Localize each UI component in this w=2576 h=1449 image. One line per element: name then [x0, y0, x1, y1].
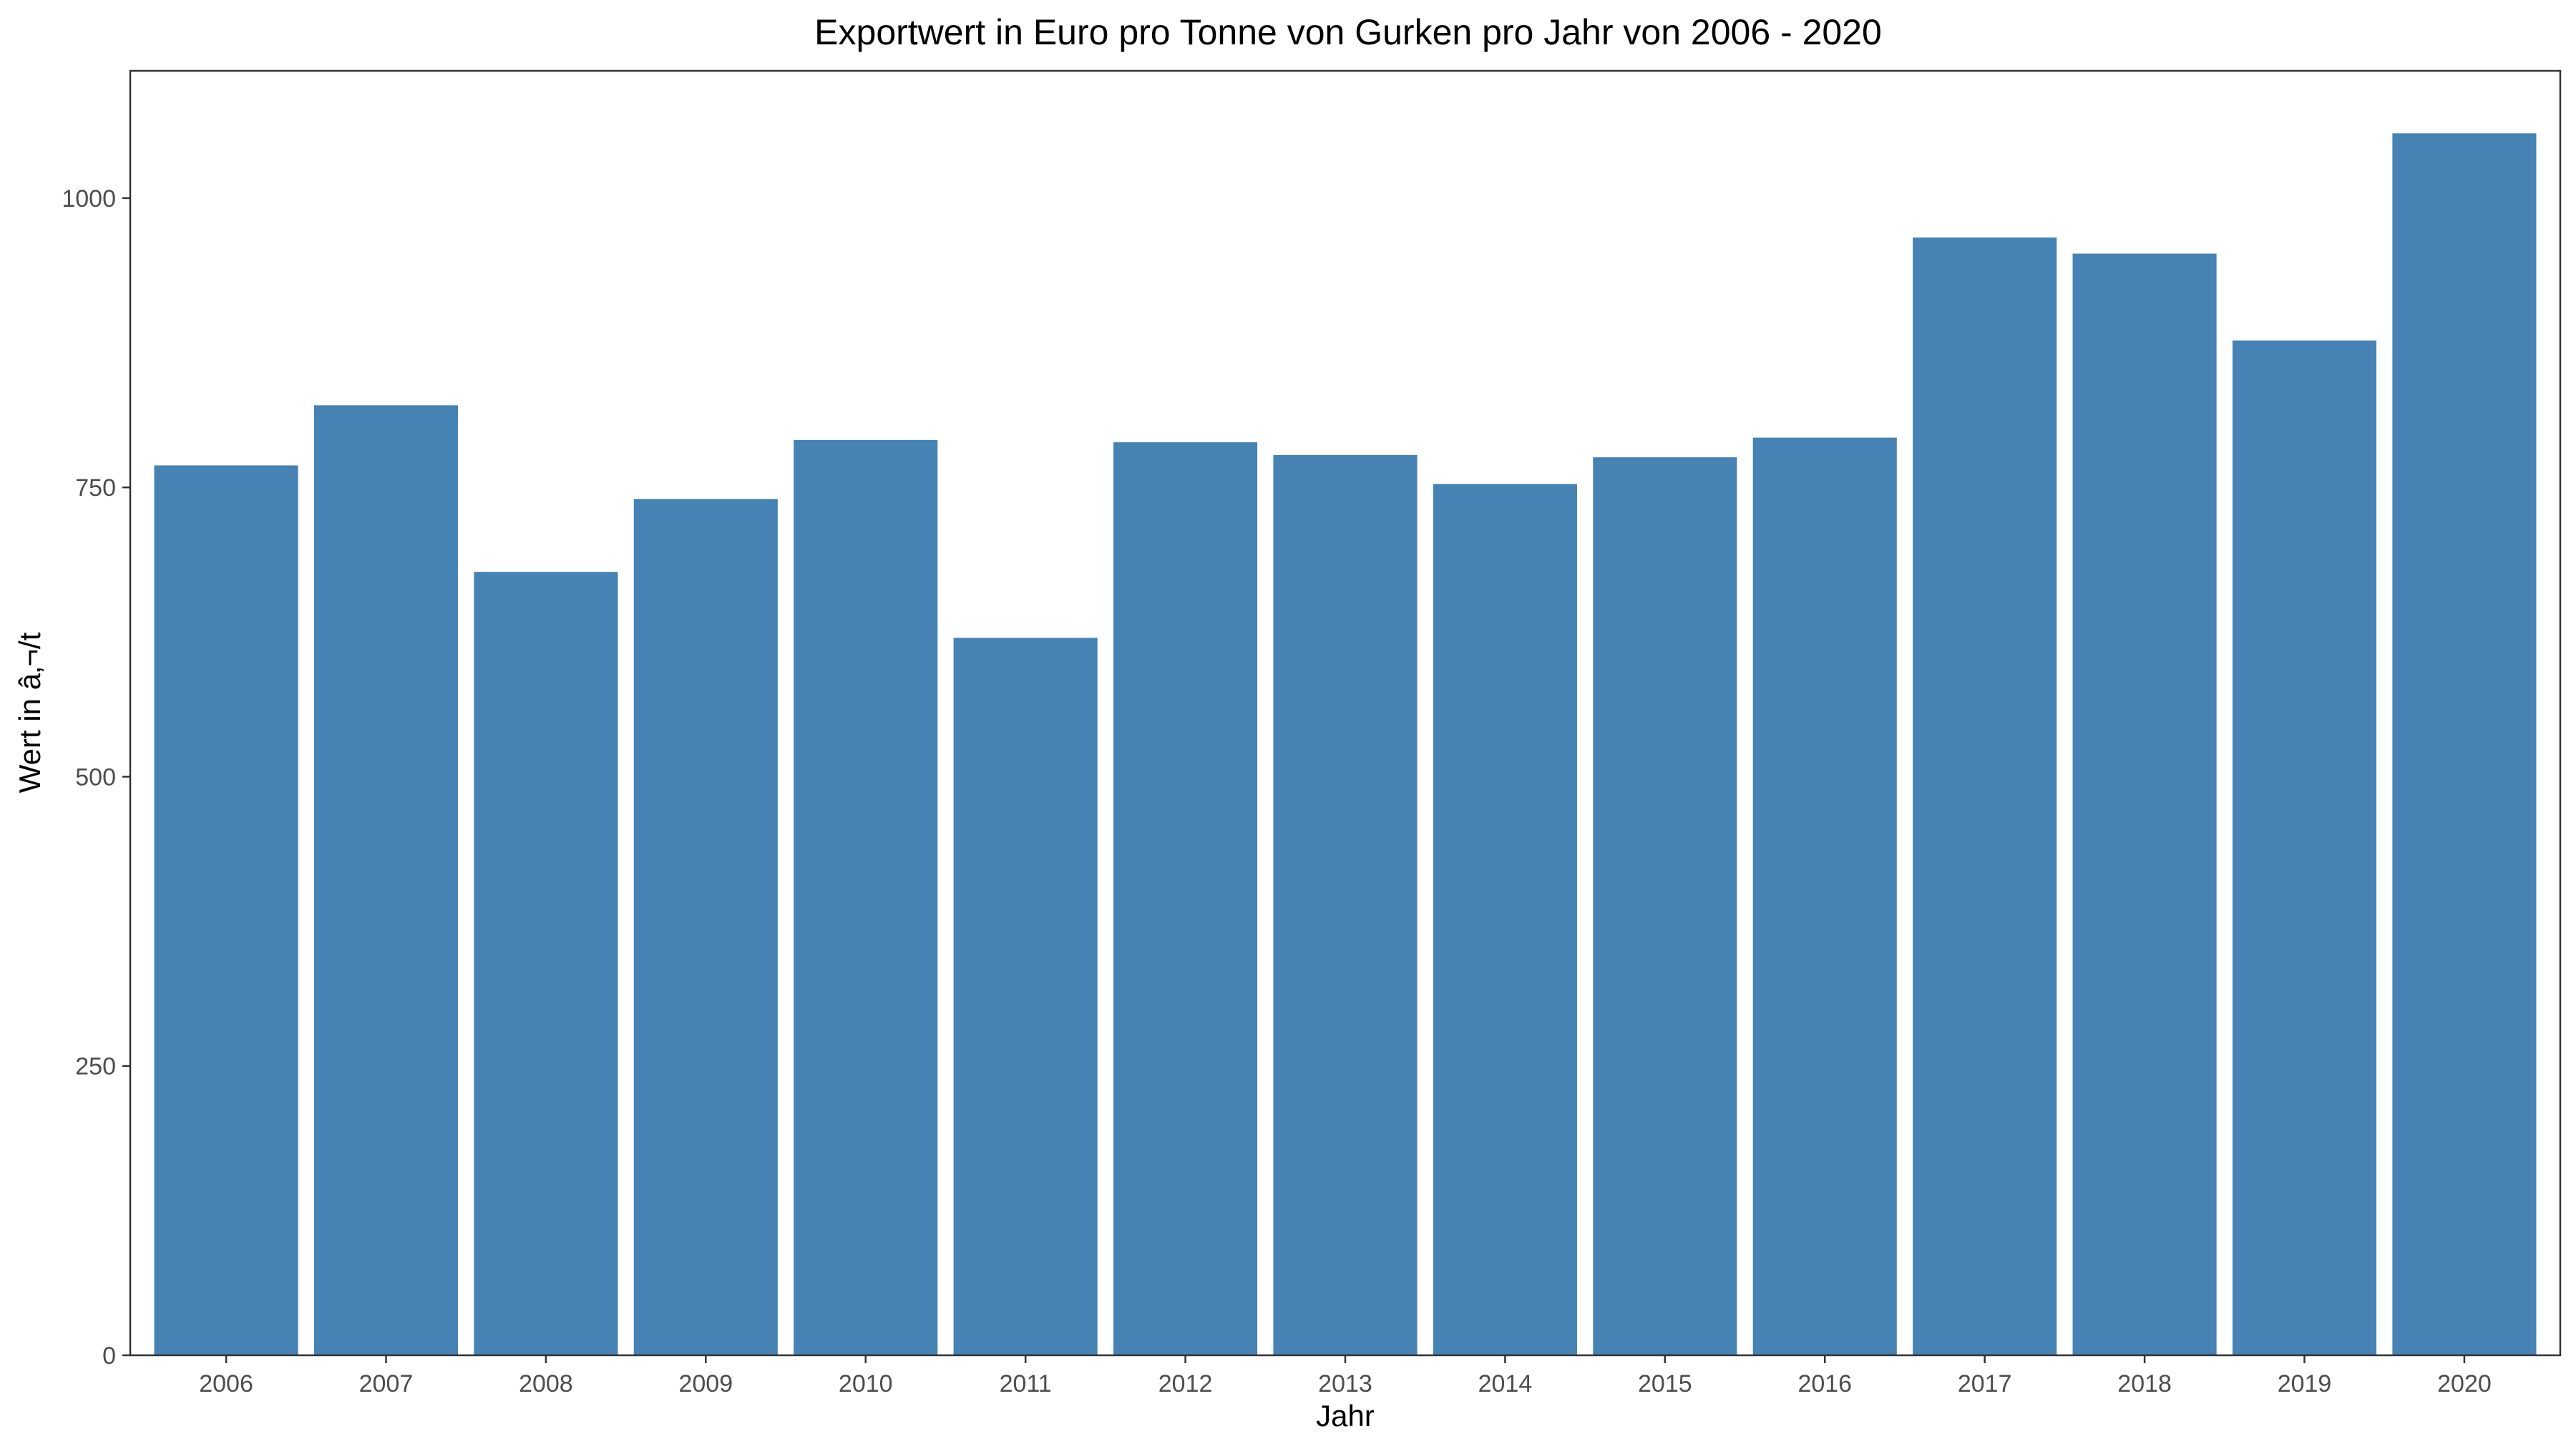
bar-2007: [313, 405, 459, 1355]
bar-2011: [953, 638, 1098, 1355]
x-tick-label: 2014: [1478, 1370, 1533, 1397]
y-tick-label: 250: [75, 1053, 116, 1080]
bar-2020: [2392, 133, 2537, 1355]
bar-2018: [2072, 253, 2217, 1355]
x-tick-label: 2013: [1318, 1370, 1372, 1397]
x-tick-label: 2019: [2278, 1370, 2332, 1397]
bar-2008: [474, 572, 618, 1356]
x-tick-label: 2010: [839, 1370, 893, 1397]
bar-2015: [1593, 457, 1737, 1355]
bar-2010: [794, 439, 938, 1355]
x-tick-label: 2011: [1000, 1370, 1052, 1397]
x-tick-label: 2009: [678, 1370, 733, 1397]
x-tick-label: 2006: [199, 1370, 253, 1397]
x-axis: 2006 2007 2008 2009 2010 2011 2012 2013 2014 2015…: [199, 1355, 2492, 1397]
x-tick-label: 2007: [359, 1370, 414, 1397]
bar-2009: [633, 499, 778, 1356]
x-axis-title: Jahr: [1316, 1399, 1375, 1433]
y-tick-label: 1000: [62, 185, 116, 213]
y-tick-label: 750: [75, 474, 116, 502]
y-axis-title: Wert in â‚¬/t: [13, 632, 47, 793]
x-tick-label: 2008: [519, 1370, 573, 1397]
bar-2016: [1752, 437, 1897, 1355]
bars: [154, 133, 2537, 1356]
bar-2017: [1913, 237, 2057, 1355]
bar-2019: [2232, 340, 2377, 1355]
bar-2013: [1273, 454, 1418, 1356]
x-tick-label: 2015: [1638, 1370, 1692, 1397]
y-tick-label: 500: [75, 763, 116, 791]
x-tick-label: 2017: [1958, 1370, 2012, 1397]
bar-2012: [1113, 442, 1258, 1355]
x-tick-label: 2012: [1158, 1370, 1213, 1397]
bar-2006: [154, 465, 298, 1355]
x-tick-label: 2020: [2437, 1370, 2492, 1397]
y-tick-label: 0: [102, 1342, 116, 1370]
bar-2014: [1433, 484, 1577, 1355]
x-tick-label: 2016: [1797, 1370, 1852, 1397]
x-tick-label: 2018: [2117, 1370, 2172, 1397]
chart-title: Exportwert in Euro pro Tonne von Gurken …: [814, 12, 1882, 52]
y-axis: 0 250 500 750 1000: [62, 185, 130, 1370]
